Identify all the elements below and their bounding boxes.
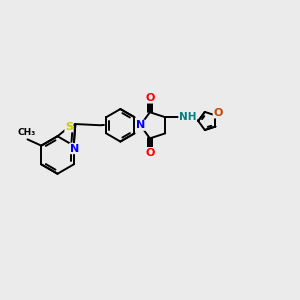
Text: N: N xyxy=(136,120,145,130)
Text: O: O xyxy=(145,148,154,158)
Text: O: O xyxy=(145,93,154,103)
Text: CH₃: CH₃ xyxy=(17,128,35,137)
Text: NH: NH xyxy=(179,112,196,122)
Text: S: S xyxy=(65,122,73,132)
Text: O: O xyxy=(213,108,223,118)
Text: N: N xyxy=(70,144,79,154)
